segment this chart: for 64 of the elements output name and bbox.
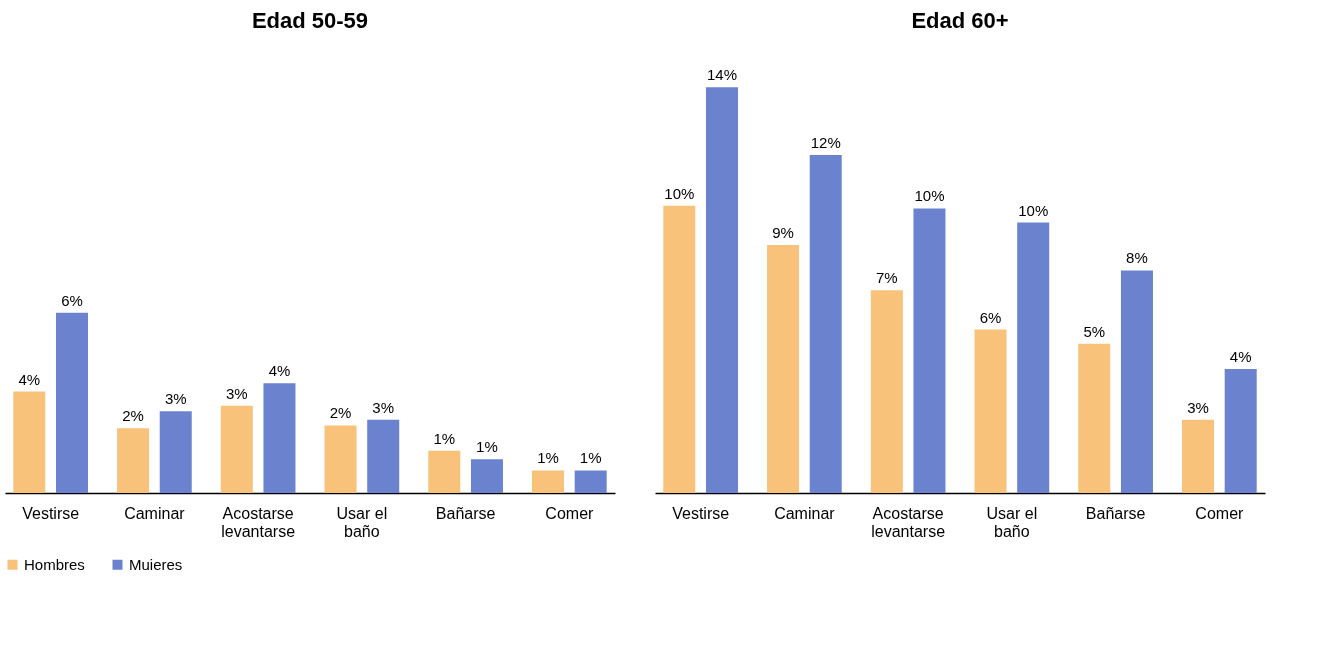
- bar: [767, 245, 800, 493]
- bar: [1017, 222, 1050, 493]
- bar: [324, 425, 357, 493]
- x-tick-label: Acostarse levantarse: [221, 504, 296, 540]
- x-tick-label: Caminar: [774, 504, 836, 522]
- chart-title: Edad 50-59: [251, 8, 369, 33]
- bar: [13, 391, 46, 493]
- x-tick-label: Acostarse levantarse: [871, 504, 946, 540]
- bar: [1224, 369, 1257, 493]
- data-label: 10%: [1018, 201, 1049, 219]
- x-tick-label: Vestirse: [22, 504, 80, 522]
- x-tick-label: Vestirse: [672, 504, 730, 522]
- x-tick-label: Bañarse: [435, 504, 496, 522]
- bar: [159, 411, 192, 493]
- bar: [1120, 270, 1153, 493]
- x-tick-label: Caminar: [124, 504, 186, 522]
- bar: [220, 405, 253, 493]
- data-label: 14%: [706, 66, 737, 84]
- data-label: 8%: [1126, 249, 1148, 267]
- bar: [870, 290, 903, 493]
- legend-label: Hombres: [24, 555, 85, 573]
- data-label: 6%: [979, 308, 1002, 326]
- x-tick-label: Bañarse: [1085, 504, 1146, 522]
- data-label: 12%: [810, 133, 841, 151]
- bar: [367, 419, 400, 493]
- data-label: 6%: [61, 291, 83, 309]
- bar: [663, 205, 696, 493]
- data-label: 10%: [914, 187, 945, 205]
- data-label: 1%: [579, 449, 602, 467]
- data-label: 7%: [875, 269, 898, 287]
- data-label: 3%: [225, 384, 248, 402]
- bar: [705, 87, 738, 493]
- legend-label: Muieres: [129, 555, 183, 573]
- chart-title: Edad 60+: [911, 8, 1009, 33]
- bar: [574, 470, 607, 493]
- bar: [974, 329, 1007, 493]
- data-label: 5%: [1083, 322, 1106, 340]
- x-tick-label: Usar el baño: [336, 504, 388, 540]
- x-tick-label: Comer: [1195, 504, 1245, 522]
- data-label: 3%: [1187, 398, 1209, 416]
- data-label: 1%: [537, 449, 559, 467]
- bar: [809, 154, 842, 493]
- bar: [55, 312, 88, 493]
- x-tick-label: Usar el baño: [986, 504, 1038, 540]
- data-label: 3%: [372, 398, 395, 416]
- data-label: 1%: [433, 429, 456, 447]
- bar: [532, 470, 565, 493]
- data-label: 9%: [772, 224, 794, 242]
- bar: [117, 428, 150, 493]
- data-label: 2%: [122, 407, 144, 425]
- data-label: 1%: [476, 438, 498, 456]
- bar: [428, 450, 461, 493]
- data-label: 10%: [664, 184, 695, 202]
- data-label: 4%: [18, 370, 41, 388]
- bar: [263, 383, 296, 493]
- data-label: 4%: [268, 362, 291, 380]
- data-label: 4%: [1229, 348, 1252, 366]
- data-label: 2%: [329, 404, 352, 422]
- bar: [1078, 343, 1111, 493]
- data-label: 3%: [164, 390, 187, 408]
- bar: [913, 208, 946, 493]
- bar: [1182, 419, 1215, 493]
- x-tick-label: Comer: [545, 504, 595, 522]
- bar: [470, 459, 503, 493]
